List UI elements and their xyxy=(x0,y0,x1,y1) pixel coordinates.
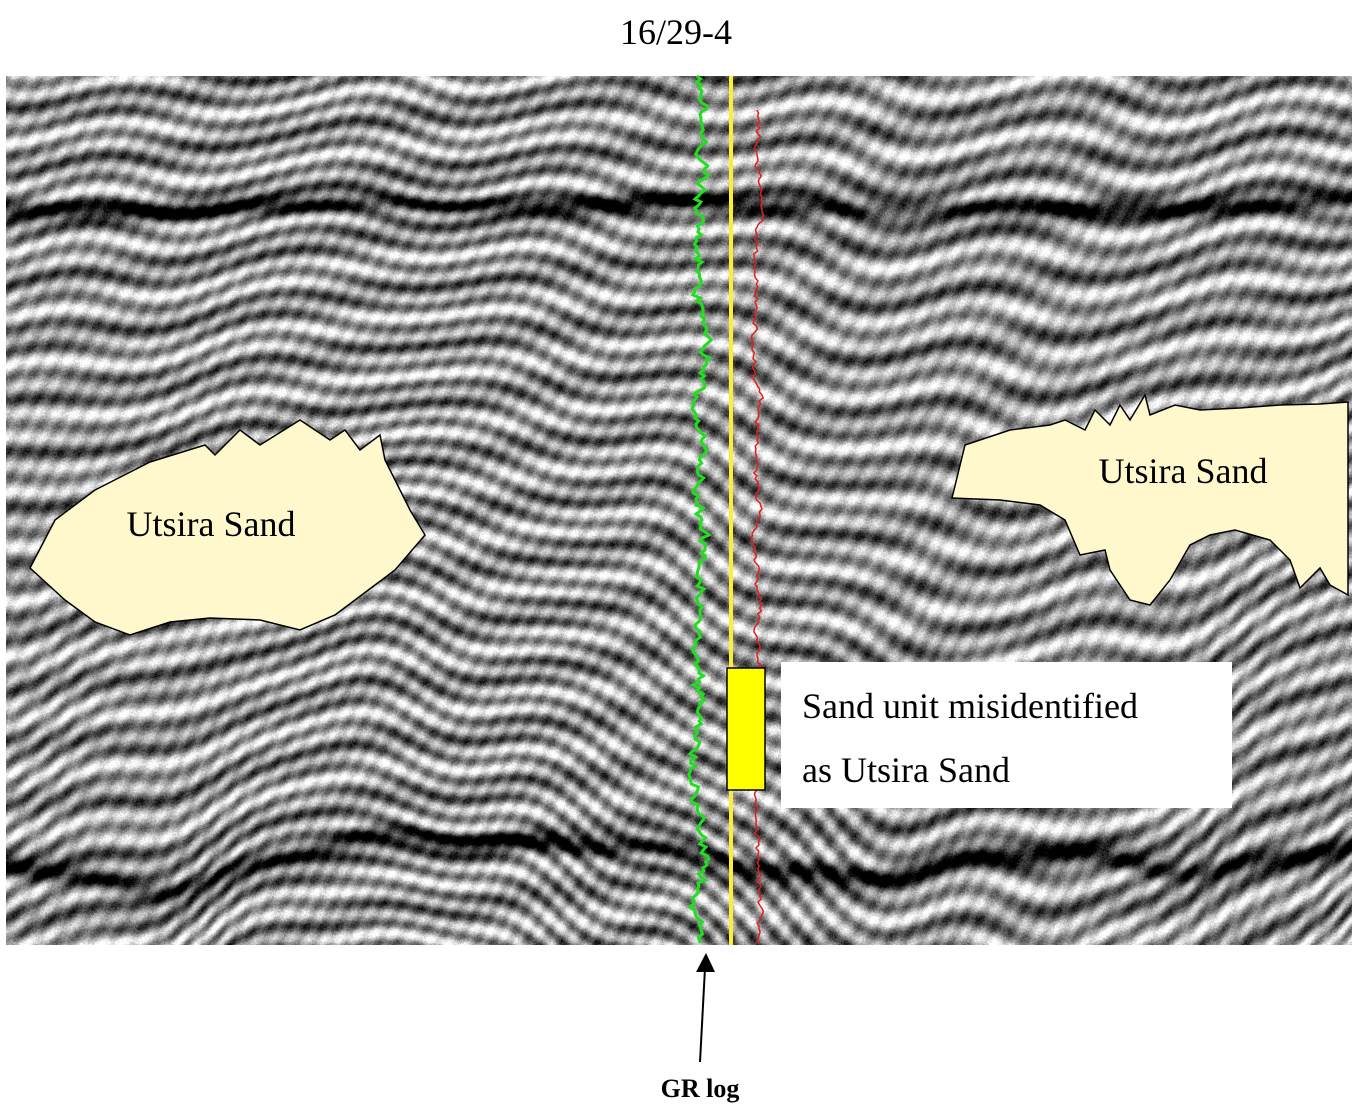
callout-line-2: as Utsira Sand xyxy=(802,750,1010,790)
gr-log-label: GR log xyxy=(660,1074,740,1103)
callout-line-1: Sand unit misidentified xyxy=(802,686,1138,726)
left-utsira-sand-label: Utsira Sand xyxy=(127,504,296,544)
gr-log-arrow-shaft xyxy=(699,967,706,1063)
right-utsira-sand-body xyxy=(951,393,1349,606)
right-utsira-sand-label: Utsira Sand xyxy=(1099,451,1268,491)
figure-title: 16/29-4 xyxy=(620,12,732,52)
gr-log-arrow-head xyxy=(696,953,715,972)
gr-log-trace xyxy=(686,74,714,944)
misidentified-sand-callout: Sand unit misidentified as Utsira Sand xyxy=(781,662,1232,808)
left-utsira-sand-body xyxy=(29,419,426,636)
misidentified-sand-unit-marker xyxy=(726,667,766,791)
second-log-trace xyxy=(750,109,765,945)
